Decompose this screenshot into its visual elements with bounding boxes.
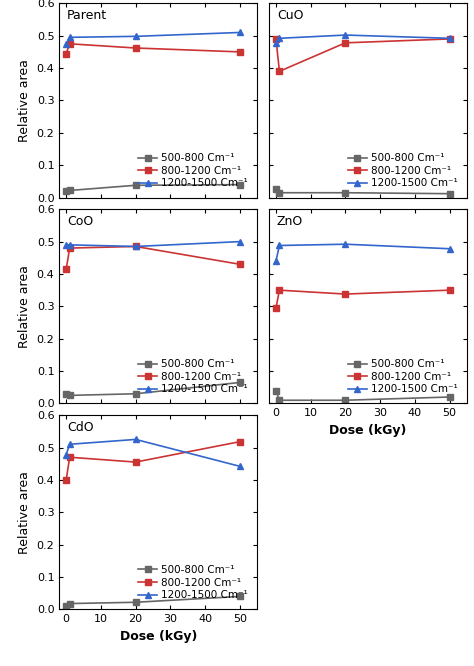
Text: Parent: Parent [67,9,107,22]
Line: 1200-1500 Cm⁻¹: 1200-1500 Cm⁻¹ [64,239,243,249]
800-1200 Cm⁻¹ [67,40,73,48]
500-800 Cm⁻¹ [237,378,243,386]
500-800 Cm⁻¹ [273,386,279,394]
500-800 Cm⁻¹ [237,593,243,601]
500-800 Cm⁻¹ [64,390,69,398]
800-1200 Cm⁻¹ [133,44,138,52]
500-800 Cm⁻¹ [133,390,138,398]
Text: ZnO: ZnO [277,215,303,228]
Y-axis label: Relative area: Relative area [18,265,31,348]
1200-1500 Cm⁻¹ [67,440,73,448]
500-800 Cm⁻¹ [447,393,452,401]
800-1200 Cm⁻¹ [64,265,69,273]
Text: CoO: CoO [67,215,93,228]
500-800 Cm⁻¹ [133,598,138,606]
800-1200 Cm⁻¹ [64,49,69,57]
1200-1500 Cm⁻¹ [237,29,243,37]
1200-1500 Cm⁻¹ [133,33,138,41]
Line: 500-800 Cm⁻¹: 500-800 Cm⁻¹ [273,186,452,196]
Legend: 500-800 Cm⁻¹, 800-1200 Cm⁻¹, 1200-1500 Cm⁻¹: 500-800 Cm⁻¹, 800-1200 Cm⁻¹, 1200-1500 C… [134,355,252,398]
Line: 800-1200 Cm⁻¹: 800-1200 Cm⁻¹ [273,288,452,311]
X-axis label: Dose (kGy): Dose (kGy) [329,424,407,437]
800-1200 Cm⁻¹ [276,286,282,294]
Legend: 500-800 Cm⁻¹, 800-1200 Cm⁻¹, 1200-1500 Cm⁻¹: 500-800 Cm⁻¹, 800-1200 Cm⁻¹, 1200-1500 C… [344,355,462,398]
800-1200 Cm⁻¹ [67,454,73,462]
1200-1500 Cm⁻¹ [64,241,69,249]
Line: 1200-1500 Cm⁻¹: 1200-1500 Cm⁻¹ [273,241,452,264]
1200-1500 Cm⁻¹ [276,242,282,250]
1200-1500 Cm⁻¹ [67,241,73,249]
800-1200 Cm⁻¹ [447,286,452,294]
800-1200 Cm⁻¹ [273,35,279,43]
Line: 1200-1500 Cm⁻¹: 1200-1500 Cm⁻¹ [273,32,452,45]
Line: 500-800 Cm⁻¹: 500-800 Cm⁻¹ [273,388,452,403]
Line: 800-1200 Cm⁻¹: 800-1200 Cm⁻¹ [64,439,243,483]
500-800 Cm⁻¹ [237,180,243,188]
Y-axis label: Relative area: Relative area [18,471,31,553]
Line: 500-800 Cm⁻¹: 500-800 Cm⁻¹ [64,593,243,608]
1200-1500 Cm⁻¹ [343,31,348,39]
1200-1500 Cm⁻¹ [64,40,69,48]
500-800 Cm⁻¹ [273,186,279,194]
Legend: 500-800 Cm⁻¹, 800-1200 Cm⁻¹, 1200-1500 Cm⁻¹: 500-800 Cm⁻¹, 800-1200 Cm⁻¹, 1200-1500 C… [344,149,462,192]
Line: 1200-1500 Cm⁻¹: 1200-1500 Cm⁻¹ [64,30,243,47]
500-800 Cm⁻¹ [67,392,73,400]
500-800 Cm⁻¹ [133,181,138,189]
Line: 800-1200 Cm⁻¹: 800-1200 Cm⁻¹ [273,36,452,74]
1200-1500 Cm⁻¹ [273,39,279,47]
1200-1500 Cm⁻¹ [276,35,282,43]
Line: 500-800 Cm⁻¹: 500-800 Cm⁻¹ [64,380,243,398]
Text: CdO: CdO [67,421,94,434]
Line: 1200-1500 Cm⁻¹: 1200-1500 Cm⁻¹ [64,437,243,469]
X-axis label: Dose (kGy): Dose (kGy) [119,630,197,643]
500-800 Cm⁻¹ [343,188,348,196]
500-800 Cm⁻¹ [276,188,282,196]
800-1200 Cm⁻¹ [67,244,73,252]
1200-1500 Cm⁻¹ [273,257,279,265]
500-800 Cm⁻¹ [447,190,452,198]
1200-1500 Cm⁻¹ [133,436,138,444]
1200-1500 Cm⁻¹ [447,244,452,252]
1200-1500 Cm⁻¹ [67,33,73,41]
500-800 Cm⁻¹ [64,601,69,609]
Line: 500-800 Cm⁻¹: 500-800 Cm⁻¹ [64,182,243,194]
800-1200 Cm⁻¹ [237,438,243,446]
Legend: 500-800 Cm⁻¹, 800-1200 Cm⁻¹, 1200-1500 Cm⁻¹: 500-800 Cm⁻¹, 800-1200 Cm⁻¹, 1200-1500 C… [134,149,252,192]
Text: CuO: CuO [277,9,303,22]
Legend: 500-800 Cm⁻¹, 800-1200 Cm⁻¹, 1200-1500 Cm⁻¹: 500-800 Cm⁻¹, 800-1200 Cm⁻¹, 1200-1500 C… [134,561,252,605]
1200-1500 Cm⁻¹ [64,451,69,459]
800-1200 Cm⁻¹ [237,48,243,56]
1200-1500 Cm⁻¹ [237,238,243,246]
500-800 Cm⁻¹ [276,396,282,404]
800-1200 Cm⁻¹ [64,476,69,484]
800-1200 Cm⁻¹ [447,35,452,43]
500-800 Cm⁻¹ [67,186,73,194]
800-1200 Cm⁻¹ [133,458,138,466]
800-1200 Cm⁻¹ [343,290,348,298]
1200-1500 Cm⁻¹ [343,240,348,248]
800-1200 Cm⁻¹ [237,260,243,268]
800-1200 Cm⁻¹ [276,67,282,75]
800-1200 Cm⁻¹ [133,242,138,250]
1200-1500 Cm⁻¹ [133,242,138,250]
800-1200 Cm⁻¹ [343,39,348,47]
500-800 Cm⁻¹ [343,396,348,404]
Y-axis label: Relative area: Relative area [18,59,31,142]
1200-1500 Cm⁻¹ [237,462,243,470]
800-1200 Cm⁻¹ [273,304,279,312]
1200-1500 Cm⁻¹ [447,35,452,43]
Line: 800-1200 Cm⁻¹: 800-1200 Cm⁻¹ [64,244,243,272]
Line: 800-1200 Cm⁻¹: 800-1200 Cm⁻¹ [64,41,243,57]
500-800 Cm⁻¹ [64,187,69,195]
500-800 Cm⁻¹ [67,599,73,607]
